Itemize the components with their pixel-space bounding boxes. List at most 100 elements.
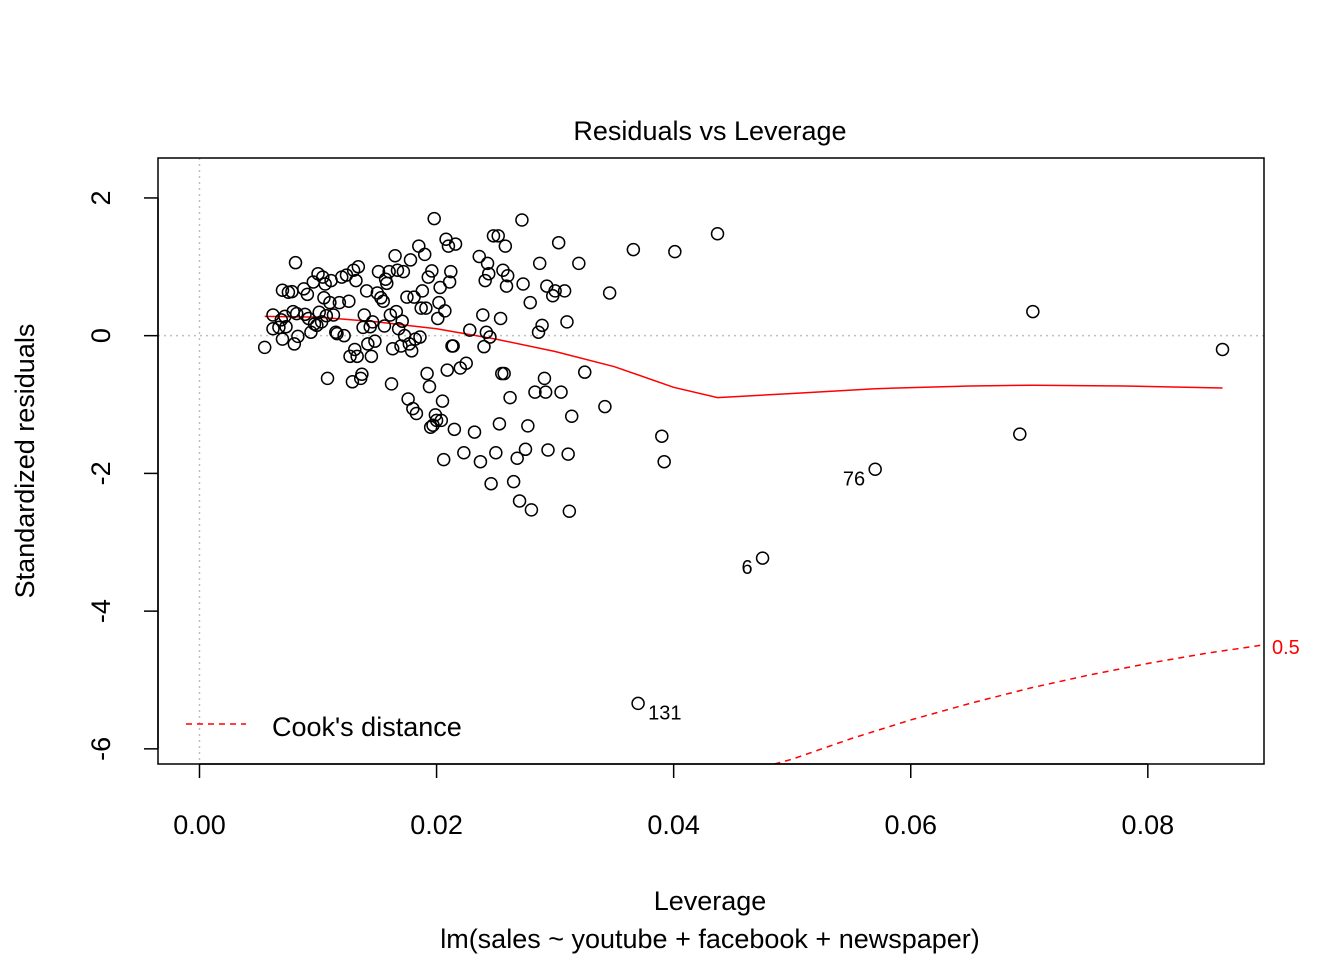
data-points	[257, 211, 1230, 711]
data-point	[515, 213, 529, 227]
data-point	[598, 399, 612, 414]
data-point	[326, 308, 341, 322]
data-point	[560, 315, 574, 329]
data-point	[463, 323, 477, 337]
data-point	[275, 332, 290, 346]
data-point	[657, 454, 671, 469]
x-axis: 0.00 0.02 0.04 0.06 0.08	[173, 763, 1174, 840]
data-point	[345, 375, 360, 389]
data-point	[377, 319, 392, 333]
data-point	[420, 366, 434, 381]
data-point	[710, 227, 725, 241]
data-point	[557, 284, 572, 298]
data-point	[396, 264, 411, 279]
data-point	[298, 307, 312, 322]
model-formula: lm(sales ~ youtube + facebook + newspape…	[440, 924, 980, 954]
y-axis-label: Standardized residuals	[10, 324, 40, 599]
data-point	[395, 314, 409, 328]
plot-frame	[157, 157, 1265, 765]
data-point	[289, 306, 304, 321]
data-point	[385, 342, 400, 356]
data-point	[564, 409, 579, 423]
data-point	[551, 235, 566, 250]
data-point	[447, 422, 462, 437]
data-point	[467, 425, 482, 439]
data-point	[510, 451, 524, 465]
data-point	[535, 318, 549, 333]
data-point	[477, 339, 491, 354]
chart-title: Residuals vs Leverage	[573, 116, 846, 146]
data-point	[412, 239, 426, 253]
data-point	[329, 325, 343, 339]
data-point	[441, 239, 456, 253]
data-point	[275, 283, 290, 297]
data-point	[506, 474, 521, 489]
data-point	[457, 445, 471, 460]
y-tick-label: -4	[86, 599, 116, 623]
y-axis: 2 0 -2 -4 -6	[86, 190, 159, 761]
data-point	[655, 429, 669, 443]
data-point	[489, 445, 503, 460]
data-point	[414, 301, 428, 315]
x-tick-label: 0.06	[884, 810, 937, 840]
x-tick-label: 0.02	[410, 810, 463, 840]
data-point	[1026, 304, 1040, 319]
data-point	[483, 330, 497, 344]
data-point	[486, 229, 501, 243]
legend-cook-label: Cook's distance	[272, 712, 462, 742]
data-point	[319, 308, 334, 323]
data-point	[404, 344, 419, 358]
data-point	[438, 304, 452, 318]
data-point	[498, 239, 513, 253]
data-point	[359, 284, 374, 298]
data-point	[499, 279, 514, 293]
data-point	[442, 275, 457, 289]
data-point	[425, 264, 439, 278]
data-point	[602, 286, 617, 300]
cooks-distance-contour	[774, 644, 1264, 764]
data-point	[389, 304, 404, 319]
data-point	[518, 442, 533, 457]
data-point	[409, 406, 424, 421]
data-point	[484, 476, 498, 491]
data-point	[257, 340, 272, 355]
data-point	[361, 337, 375, 351]
data-point	[473, 454, 488, 469]
data-point	[497, 366, 511, 381]
data-point	[330, 326, 344, 341]
data-point	[562, 504, 577, 519]
data-point	[480, 256, 495, 271]
data-point	[524, 503, 539, 517]
data-point	[431, 311, 445, 326]
data-point	[279, 319, 293, 334]
data-point	[548, 284, 562, 298]
point-label-6: 6	[741, 557, 752, 579]
data-point	[376, 294, 390, 308]
data-point	[537, 371, 552, 386]
data-point	[472, 249, 486, 264]
data-point	[266, 322, 280, 336]
data-point	[531, 325, 546, 339]
cook-contour-label: 0.5	[1272, 637, 1300, 659]
data-point	[476, 308, 490, 322]
data-point	[1013, 427, 1027, 441]
data-point	[491, 229, 505, 243]
data-point	[407, 290, 421, 304]
data-point	[561, 447, 575, 461]
smooth-line	[264, 315, 1223, 399]
data-point	[512, 494, 527, 508]
data-point	[316, 270, 330, 284]
data-point	[493, 311, 508, 326]
x-tick-label: 0.00	[173, 810, 226, 840]
data-point	[413, 330, 427, 344]
data-point	[492, 417, 507, 431]
data-point	[631, 696, 645, 711]
data-point	[459, 356, 473, 370]
data-point	[481, 266, 496, 281]
data-point	[521, 419, 535, 433]
data-point	[342, 294, 356, 308]
data-point	[380, 276, 394, 291]
data-point	[448, 237, 463, 251]
data-point	[500, 269, 515, 283]
data-point	[440, 363, 454, 377]
